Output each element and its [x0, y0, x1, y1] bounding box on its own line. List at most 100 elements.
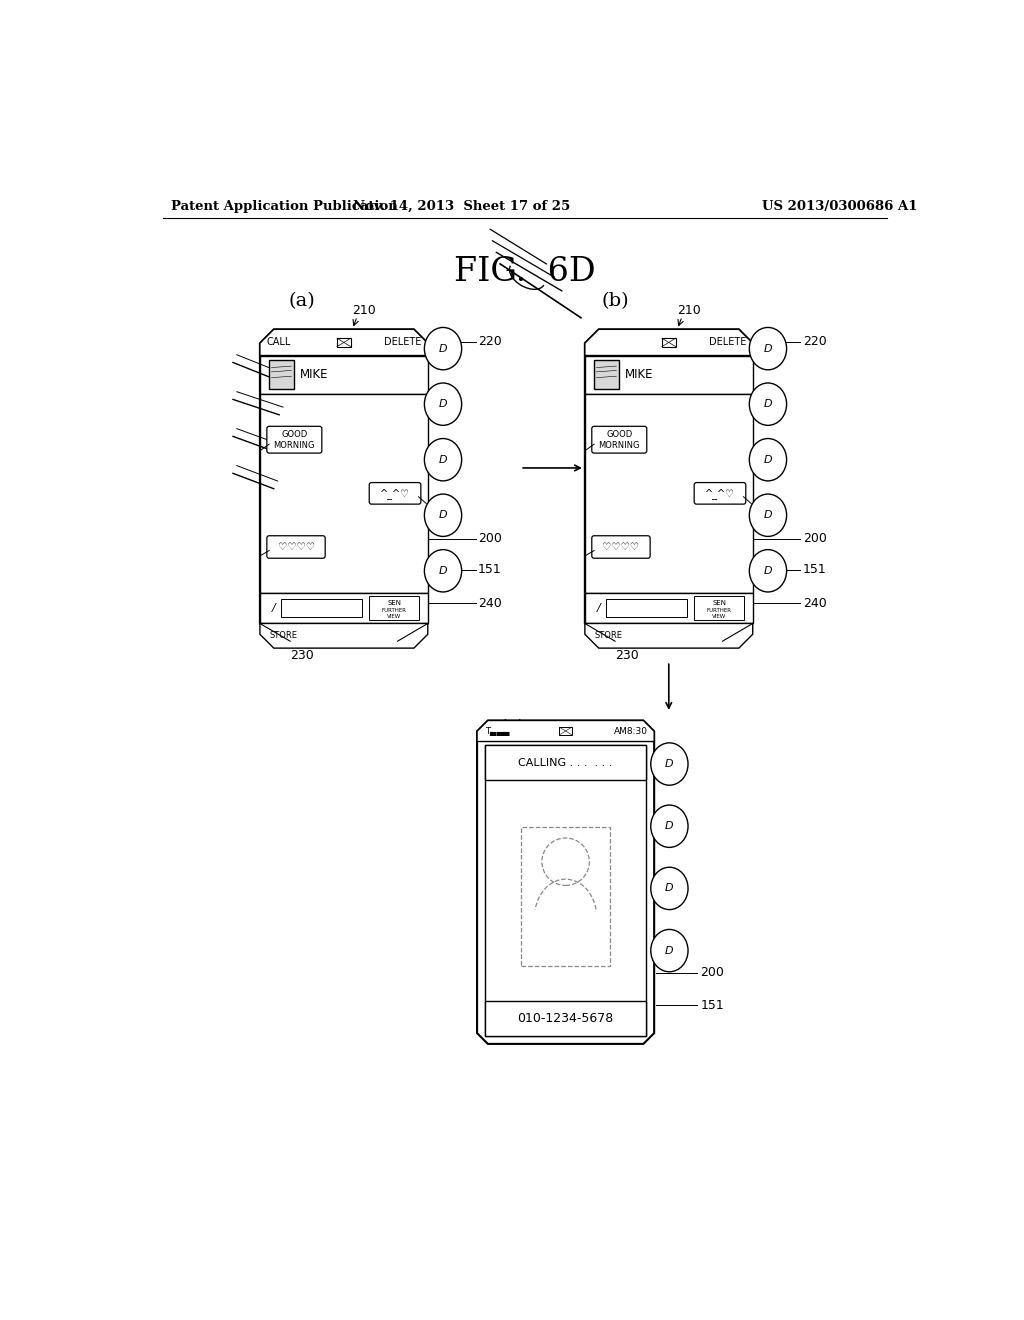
Ellipse shape [750, 327, 786, 370]
Text: 200: 200 [478, 532, 502, 545]
Bar [585, 593, 753, 623]
Ellipse shape [750, 438, 786, 480]
Text: CALL: CALL [266, 338, 291, 347]
Text: 220: 220 [803, 335, 826, 348]
Text: US 2013/0300686 A1: US 2013/0300686 A1 [762, 199, 918, 213]
Ellipse shape [424, 494, 462, 536]
FancyBboxPatch shape [592, 426, 647, 453]
Text: STORE: STORE [269, 631, 297, 640]
Ellipse shape [424, 383, 462, 425]
Bar [585, 395, 753, 593]
Text: D: D [438, 399, 447, 409]
Polygon shape [260, 623, 428, 648]
Text: D: D [764, 343, 772, 354]
Text: D: D [764, 399, 772, 409]
FancyBboxPatch shape [370, 483, 421, 504]
Polygon shape [260, 330, 428, 638]
Text: 010-1234-5678: 010-1234-5678 [517, 1012, 613, 1026]
Text: MIKE: MIKE [625, 368, 653, 381]
Text: ^_^♡: ^_^♡ [380, 488, 410, 499]
Ellipse shape [424, 327, 462, 370]
Ellipse shape [750, 383, 786, 425]
Text: ^_^♡: ^_^♡ [706, 488, 735, 499]
Text: /: / [597, 603, 601, 612]
Ellipse shape [750, 549, 786, 591]
Text: 200: 200 [803, 532, 826, 545]
Text: 230: 230 [615, 648, 639, 661]
Polygon shape [477, 721, 654, 1044]
Circle shape [542, 838, 590, 886]
Text: /: / [272, 603, 275, 612]
Text: (a): (a) [289, 292, 315, 310]
Text: 151: 151 [700, 999, 724, 1011]
Text: CALLING . . .  . . .: CALLING . . . . . . [518, 758, 612, 768]
Ellipse shape [651, 867, 688, 909]
Bar [694, 595, 744, 620]
Text: SEN: SEN [712, 599, 726, 606]
Bar [484, 746, 646, 780]
Text: D: D [666, 759, 674, 770]
Text: 240: 240 [803, 597, 826, 610]
Bar [594, 360, 618, 389]
Text: 240: 240 [478, 597, 502, 610]
Bar [260, 355, 428, 395]
Ellipse shape [651, 805, 688, 847]
Bar [369, 595, 420, 620]
Text: (c): (c) [500, 719, 525, 737]
FancyBboxPatch shape [267, 426, 322, 453]
Ellipse shape [424, 438, 462, 480]
FancyBboxPatch shape [694, 483, 745, 504]
Bar [559, 727, 571, 735]
Polygon shape [585, 623, 753, 648]
Bar [260, 395, 428, 593]
Text: SEN: SEN [387, 599, 401, 606]
Text: D: D [438, 454, 447, 465]
Bar [662, 338, 676, 347]
Text: 200: 200 [700, 966, 724, 979]
Text: 210: 210 [677, 305, 701, 317]
Text: D: D [764, 511, 772, 520]
Ellipse shape [651, 929, 688, 972]
Text: DELETE: DELETE [384, 338, 422, 347]
Text: GOOD
MORNING: GOOD MORNING [599, 430, 640, 450]
Bar [484, 1002, 646, 1036]
Bar [269, 360, 294, 389]
Text: 151: 151 [478, 564, 502, 576]
Polygon shape [585, 330, 753, 355]
Ellipse shape [651, 743, 688, 785]
Text: D: D [764, 454, 772, 465]
Polygon shape [585, 330, 753, 638]
Text: MIKE: MIKE [300, 368, 329, 381]
Ellipse shape [424, 549, 462, 591]
Bar [521, 826, 610, 966]
Text: (b): (b) [601, 292, 629, 310]
Text: AM8:30: AM8:30 [614, 726, 648, 735]
Text: D: D [666, 945, 674, 956]
Text: 230: 230 [290, 648, 313, 661]
Text: DELETE: DELETE [710, 338, 746, 347]
Text: D: D [438, 511, 447, 520]
Bar [606, 599, 687, 618]
Text: FURTHER
VIEW: FURTHER VIEW [382, 609, 407, 619]
FancyBboxPatch shape [592, 536, 650, 558]
Text: FIG.  6D: FIG. 6D [454, 256, 596, 288]
FancyBboxPatch shape [267, 536, 326, 558]
Text: Nov. 14, 2013  Sheet 17 of 25: Nov. 14, 2013 Sheet 17 of 25 [353, 199, 570, 213]
Bar [282, 599, 362, 618]
Bar [337, 338, 351, 347]
Text: D: D [666, 883, 674, 894]
Ellipse shape [750, 494, 786, 536]
Polygon shape [477, 721, 654, 742]
Text: D: D [438, 566, 447, 576]
Text: D: D [438, 343, 447, 354]
Text: Patent Application Publication: Patent Application Publication [171, 199, 397, 213]
Text: 151: 151 [803, 564, 826, 576]
Text: STORE: STORE [594, 631, 623, 640]
Text: D: D [666, 821, 674, 832]
Polygon shape [260, 330, 428, 355]
Bar [585, 355, 753, 395]
Bar [484, 746, 646, 1036]
Bar [260, 593, 428, 623]
Text: ♡♡♡♡: ♡♡♡♡ [602, 543, 639, 552]
Text: GOOD
MORNING: GOOD MORNING [273, 430, 315, 450]
